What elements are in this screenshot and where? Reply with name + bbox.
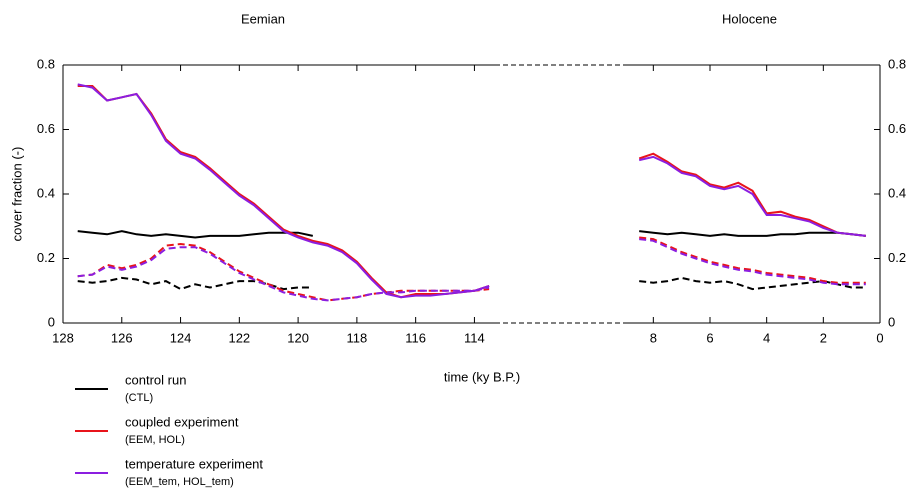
x-tick-label: 124: [170, 330, 192, 345]
x-tick-label: 116: [405, 330, 426, 345]
legend-note: (CTL): [125, 392, 153, 404]
x-axis-label: time (ky B.P.): [444, 369, 520, 384]
legend-label: coupled experiment: [125, 414, 239, 429]
x-tick-label: 122: [228, 330, 250, 345]
y-tick-label: 0: [888, 314, 895, 329]
dashed-line: [77, 246, 490, 302]
panel-title: Holocene: [722, 11, 777, 26]
legend-note: (EEM_tem, HOL_tem): [125, 476, 234, 488]
panel-title: Eemian: [241, 11, 285, 26]
x-tick-label: 118: [347, 330, 368, 345]
solid-line: [639, 230, 866, 237]
dashed-line: [639, 238, 866, 286]
dashed-line: [639, 236, 866, 284]
solid-line: [77, 85, 490, 299]
y-tick-label: 0.6: [37, 121, 55, 136]
solid-line: [638, 155, 866, 237]
y-tick-label: 0.4: [888, 185, 906, 200]
y-tick-label: 0.2: [37, 250, 55, 265]
x-tick-label: 126: [111, 330, 133, 345]
y-tick-label: 0.4: [37, 185, 55, 200]
x-tick-label: 4: [763, 330, 770, 345]
solid-line: [77, 230, 314, 239]
dashed-line: [77, 276, 313, 291]
x-tick-label: 8: [650, 330, 657, 345]
solid-line: [77, 83, 490, 299]
x-tick-label: 2: [820, 330, 827, 345]
y-tick-label: 0.2: [888, 250, 906, 265]
legend-note: (EEM, HOL): [125, 434, 185, 446]
legend-label: control run: [125, 372, 186, 387]
y-tick-label: 0.8: [888, 56, 906, 71]
y-axis-label: cover fraction (-): [9, 147, 24, 242]
legend-label: temperature experiment: [125, 456, 263, 471]
x-tick-label: 128: [52, 330, 74, 345]
x-tick-label: 120: [287, 330, 309, 345]
y-tick-label: 0.6: [888, 121, 906, 136]
solid-line: [638, 152, 866, 237]
x-tick-label: 114: [464, 330, 485, 345]
x-tick-label: 6: [706, 330, 713, 345]
x-tick-label: 0: [876, 330, 883, 345]
y-tick-label: 0.8: [37, 56, 55, 71]
y-tick-label: 0: [48, 314, 55, 329]
dashed-line: [639, 276, 866, 291]
